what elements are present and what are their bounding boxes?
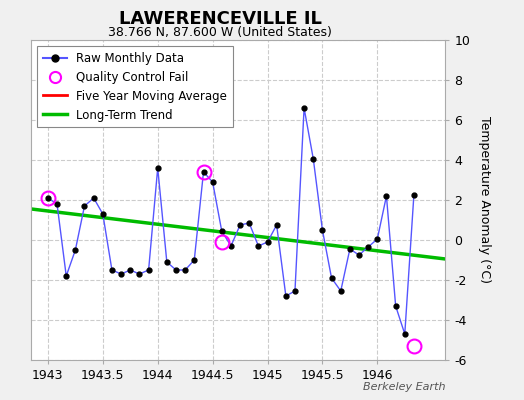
Text: LAWERENCEVILLE IL: LAWERENCEVILLE IL [118,10,322,28]
Y-axis label: Temperature Anomaly (°C): Temperature Anomaly (°C) [478,116,491,284]
Text: Berkeley Earth: Berkeley Earth [363,382,445,392]
Legend: Raw Monthly Data, Quality Control Fail, Five Year Moving Average, Long-Term Tren: Raw Monthly Data, Quality Control Fail, … [37,46,233,128]
Text: 38.766 N, 87.600 W (United States): 38.766 N, 87.600 W (United States) [108,26,332,39]
